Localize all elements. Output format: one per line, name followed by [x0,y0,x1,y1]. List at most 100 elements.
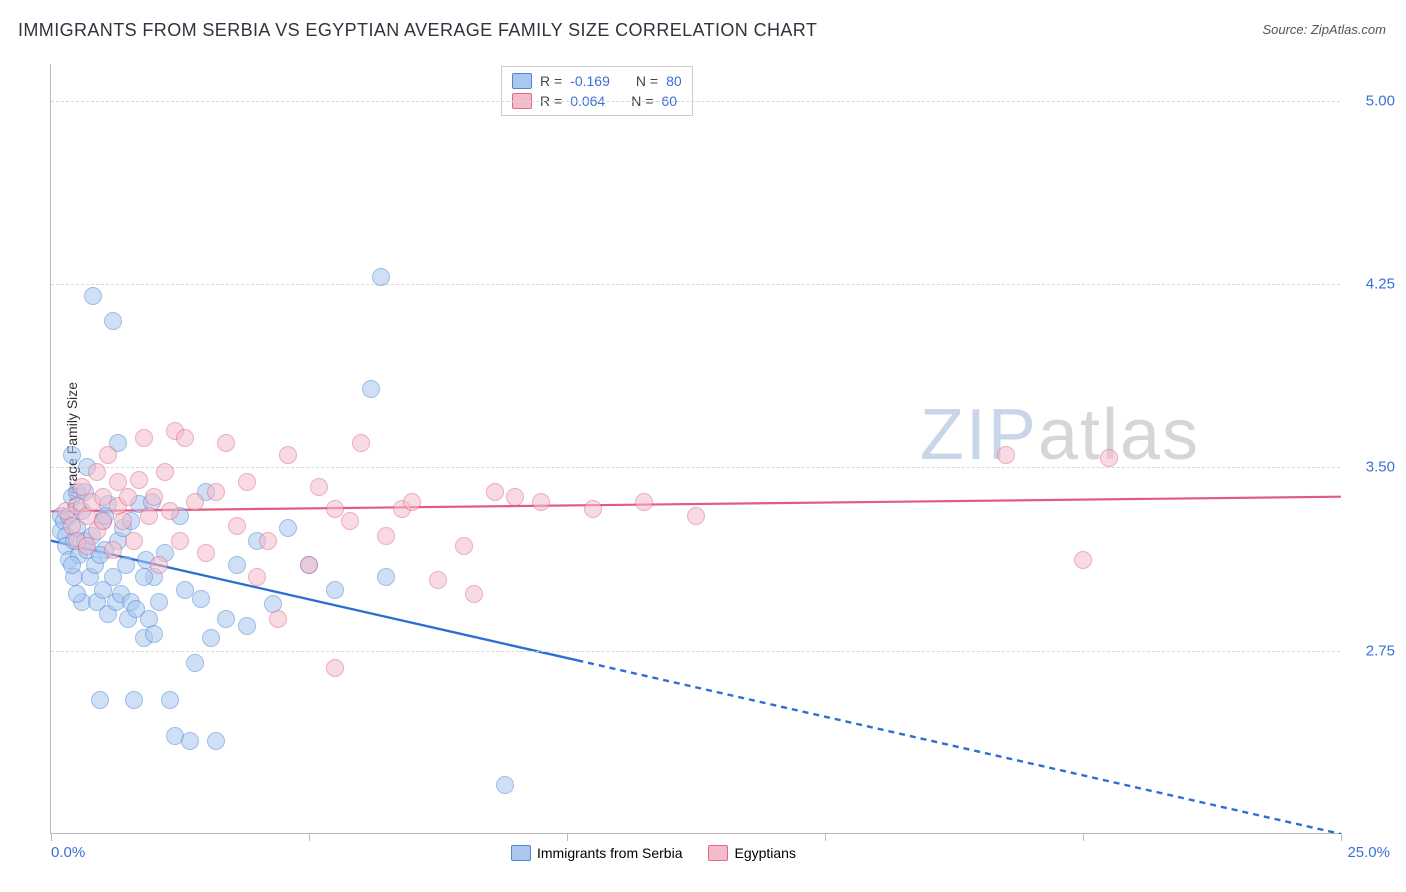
series-legend: Immigrants from Serbia Egyptians [511,845,796,861]
data-point-serbia [150,593,168,611]
r-label: R = [540,73,562,89]
x-tick [1341,833,1342,841]
chart-title: IMMIGRANTS FROM SERBIA VS EGYPTIAN AVERA… [18,20,817,41]
data-point-egyptians [114,512,132,530]
data-point-serbia [186,654,204,672]
swatch-serbia [512,73,532,89]
data-point-egyptians [341,512,359,530]
data-point-egyptians [94,512,112,530]
data-point-egyptians [161,502,179,520]
data-point-serbia [192,590,210,608]
data-point-egyptians [1074,551,1092,569]
data-point-egyptians [279,446,297,464]
data-point-egyptians [506,488,524,506]
data-point-egyptians [269,610,287,628]
data-point-egyptians [997,446,1015,464]
data-point-egyptians [635,493,653,511]
data-point-egyptians [150,556,168,574]
data-point-serbia [63,446,81,464]
r-value-serbia: -0.169 [570,73,610,89]
data-point-egyptians [465,585,483,603]
x-tick [1083,833,1084,841]
data-point-egyptians [352,434,370,452]
data-point-serbia [372,268,390,286]
data-point-egyptians [145,488,163,506]
swatch-serbia [511,845,531,861]
y-tick-label: 2.75 [1345,642,1395,659]
gridline-h [51,284,1340,285]
source-name: ZipAtlas.com [1311,22,1386,37]
legend-item-serbia: Immigrants from Serbia [511,845,682,861]
data-point-egyptians [326,659,344,677]
data-point-egyptians [228,517,246,535]
y-tick-label: 4.25 [1345,276,1395,293]
plot-area: ZIPatlas R = -0.169 N = 80 R = 0.064 N =… [50,64,1340,834]
legend-row-serbia: R = -0.169 N = 80 [512,71,682,91]
data-point-serbia [377,568,395,586]
data-point-egyptians [403,493,421,511]
y-tick-label: 5.00 [1345,92,1395,109]
data-point-egyptians [140,507,158,525]
data-point-serbia [496,776,514,794]
data-point-egyptians [326,500,344,518]
data-point-serbia [326,581,344,599]
x-axis-min-label: 0.0% [51,844,85,861]
watermark-zip: ZIP [920,395,1038,475]
data-point-egyptians [207,483,225,501]
data-point-egyptians [486,483,504,501]
data-point-egyptians [248,568,266,586]
data-point-serbia [217,610,235,628]
data-point-egyptians [584,500,602,518]
gridline-h [51,101,1340,102]
data-point-serbia [84,287,102,305]
x-tick [309,833,310,841]
legend-item-egyptians: Egyptians [708,845,795,861]
data-point-serbia [207,732,225,750]
data-point-serbia [104,312,122,330]
correlation-legend: R = -0.169 N = 80 R = 0.064 N = 60 [501,66,693,116]
series-label-serbia: Immigrants from Serbia [537,845,682,861]
data-point-serbia [135,568,153,586]
trend-lines-svg [51,64,1341,834]
data-point-serbia [362,380,380,398]
data-point-egyptians [259,532,277,550]
data-point-egyptians [455,537,473,555]
data-point-serbia [238,617,256,635]
data-point-egyptians [186,493,204,511]
data-point-egyptians [238,473,256,491]
data-point-serbia [68,585,86,603]
data-point-egyptians [176,429,194,447]
data-point-serbia [63,556,81,574]
y-tick-label: 3.50 [1345,459,1395,476]
x-tick [567,833,568,841]
x-tick [825,833,826,841]
gridline-h [51,651,1340,652]
swatch-egyptians [708,845,728,861]
data-point-egyptians [429,571,447,589]
data-point-serbia [161,691,179,709]
correlation-chart: ZIPatlas R = -0.169 N = 80 R = 0.064 N =… [50,64,1340,834]
data-point-egyptians [310,478,328,496]
n-label: N = [636,73,658,89]
data-point-egyptians [197,544,215,562]
series-label-egyptians: Egyptians [734,845,795,861]
data-point-serbia [117,556,135,574]
data-point-egyptians [88,463,106,481]
source-attribution: Source: ZipAtlas.com [1262,22,1386,37]
data-point-egyptians [300,556,318,574]
watermark: ZIPatlas [920,394,1200,476]
watermark-atlas: atlas [1038,395,1200,475]
data-point-egyptians [125,532,143,550]
data-point-serbia [279,519,297,537]
data-point-egyptians [104,541,122,559]
data-point-egyptians [99,446,117,464]
data-point-egyptians [377,527,395,545]
data-point-egyptians [532,493,550,511]
x-axis-max-label: 25.0% [1347,844,1390,861]
data-point-egyptians [217,434,235,452]
data-point-serbia [125,691,143,709]
data-point-serbia [91,691,109,709]
data-point-egyptians [119,488,137,506]
data-point-egyptians [171,532,189,550]
data-point-egyptians [156,463,174,481]
